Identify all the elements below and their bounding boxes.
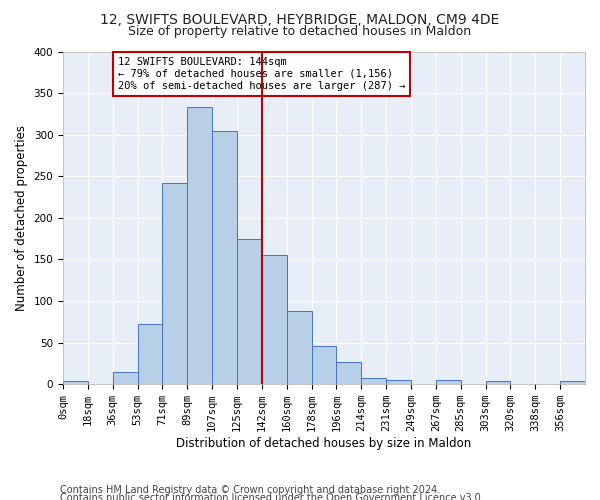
Bar — [113, 372, 137, 384]
Text: Size of property relative to detached houses in Maldon: Size of property relative to detached ho… — [128, 25, 472, 38]
Bar — [560, 381, 585, 384]
Bar — [337, 362, 361, 384]
Bar — [212, 130, 237, 384]
Bar — [361, 378, 386, 384]
Bar — [485, 381, 511, 384]
Bar — [311, 346, 337, 384]
Bar — [237, 240, 262, 384]
Bar — [63, 381, 88, 384]
Text: Contains HM Land Registry data © Crown copyright and database right 2024.: Contains HM Land Registry data © Crown c… — [60, 485, 440, 495]
Bar — [262, 256, 287, 384]
Bar — [386, 380, 411, 384]
Text: 12 SWIFTS BOULEVARD: 144sqm
← 79% of detached houses are smaller (1,156)
20% of : 12 SWIFTS BOULEVARD: 144sqm ← 79% of det… — [118, 58, 405, 90]
Bar — [163, 183, 187, 384]
Bar — [187, 107, 212, 384]
Bar — [287, 311, 311, 384]
Bar — [137, 324, 163, 384]
Text: Contains public sector information licensed under the Open Government Licence v3: Contains public sector information licen… — [60, 493, 484, 500]
Bar — [436, 380, 461, 384]
Y-axis label: Number of detached properties: Number of detached properties — [15, 125, 28, 311]
Text: 12, SWIFTS BOULEVARD, HEYBRIDGE, MALDON, CM9 4DE: 12, SWIFTS BOULEVARD, HEYBRIDGE, MALDON,… — [100, 12, 500, 26]
X-axis label: Distribution of detached houses by size in Maldon: Distribution of detached houses by size … — [176, 437, 472, 450]
